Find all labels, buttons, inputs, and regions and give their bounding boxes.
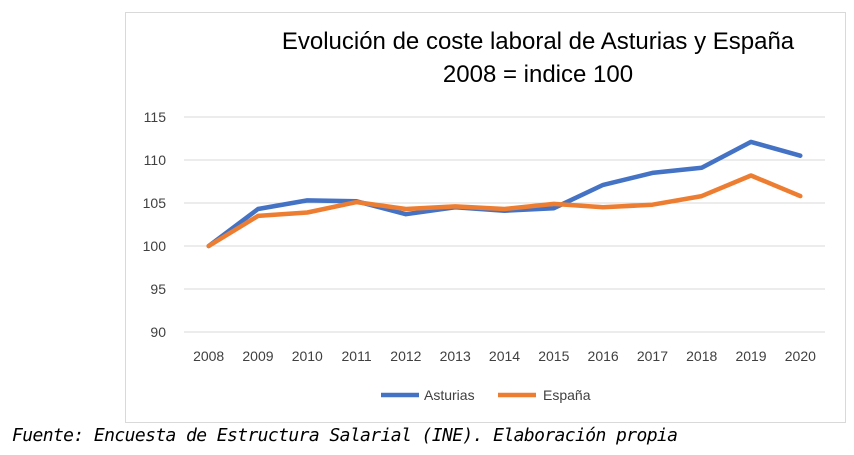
y-tick-label: 100 — [143, 238, 167, 254]
x-tick-label: 2009 — [242, 348, 273, 364]
x-tick-label: 2016 — [588, 348, 619, 364]
y-tick-label: 95 — [150, 281, 166, 297]
series-lines — [206, 139, 803, 249]
gridlines — [184, 116, 825, 333]
x-axis-ticks: 2008 2009 2010 2011 2012 2013 2014 2015 2016 2017… — [193, 348, 816, 364]
x-tick-label: 2020 — [785, 348, 816, 364]
x-tick-label: 2017 — [637, 348, 668, 364]
y-tick-label: 90 — [150, 324, 166, 340]
x-tick-label: 2008 — [193, 348, 224, 364]
x-tick-label: 2014 — [489, 348, 520, 364]
legend-label: España — [543, 387, 591, 403]
x-tick-label: 2018 — [686, 348, 717, 364]
chart-title-line-1: Evolución de coste laboral de Asturias y… — [282, 28, 795, 55]
x-tick-label: 2019 — [735, 348, 766, 364]
series-line-españa — [206, 173, 803, 249]
y-tick-label: 105 — [143, 195, 167, 211]
y-tick-label: 110 — [144, 152, 167, 168]
x-tick-label: 2012 — [390, 348, 421, 364]
chart-title-line-2: 2008 = indice 100 — [443, 61, 633, 88]
x-tick-label: 2010 — [292, 348, 323, 364]
x-tick-label: 2013 — [440, 348, 471, 364]
y-tick-label: 115 — [144, 109, 167, 125]
legend-label: Asturias — [424, 387, 475, 403]
source-caption: Fuente: Encuesta de Estructura Salarial … — [12, 425, 678, 446]
legend: Asturias España — [381, 387, 591, 403]
x-tick-label: 2015 — [538, 348, 569, 364]
x-tick-label: 2011 — [342, 348, 372, 364]
y-axis-ticks: 90 95 100 105 110 115 — [143, 109, 167, 340]
